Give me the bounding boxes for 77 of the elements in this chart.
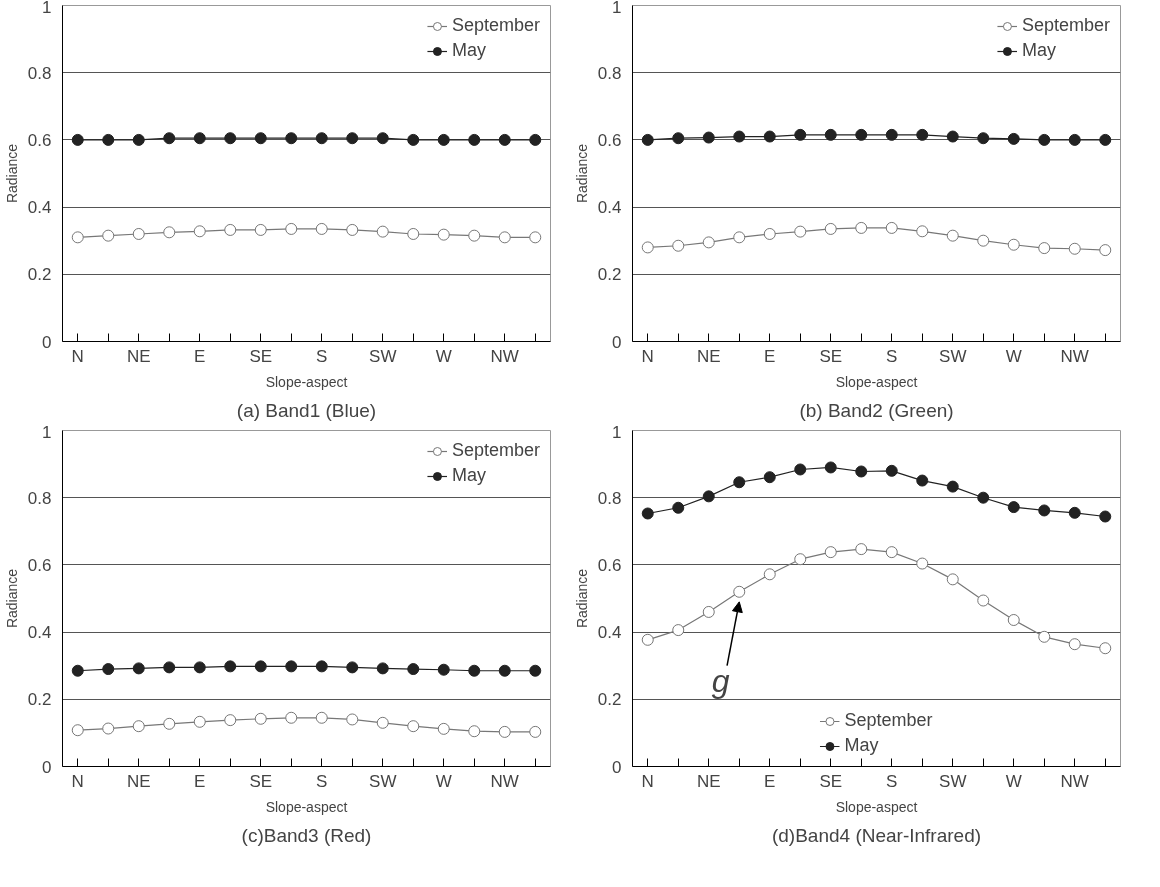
x-tick-label: E: [194, 346, 206, 366]
x-tick-label: NE: [126, 346, 151, 366]
x-tick-label: S: [316, 771, 328, 791]
y-tick-label: 0.8: [27, 63, 52, 83]
x-axis-title: Slope-aspect: [835, 798, 918, 815]
y-tick-label: 0.4: [27, 198, 52, 218]
y-tick-label: 1: [612, 0, 622, 17]
x-tick-label: SE: [249, 771, 273, 791]
x-tick-label: NW: [1060, 346, 1089, 366]
y-tick-label: 0.4: [597, 623, 622, 643]
x-tick-label: N: [641, 771, 654, 791]
x-tick-label: N: [71, 771, 84, 791]
x-tick-label: NE: [696, 346, 721, 366]
x-axis-title: Slope-aspect: [265, 798, 348, 815]
x-tick-label: W: [1005, 346, 1022, 366]
x-tick-label: N: [71, 346, 84, 366]
y-tick-label: 0.4: [597, 198, 622, 218]
x-tick-label: S: [886, 771, 898, 791]
x-tick-label: SW: [939, 346, 967, 366]
legend-label: September: [451, 440, 540, 461]
y-tick-label: 0.8: [597, 488, 622, 508]
x-tick-label: E: [194, 771, 206, 791]
x-tick-label: W: [435, 771, 452, 791]
x-tick-label: E: [764, 346, 776, 366]
annotation: g: [711, 663, 730, 700]
x-tick-label: SE: [819, 771, 843, 791]
text: (b) Band2 (Green): [799, 399, 954, 421]
x-tick-label: E: [764, 771, 776, 791]
y-tick-label: 0.2: [27, 690, 52, 710]
legend-label: May: [451, 40, 486, 61]
x-tick-label: W: [435, 346, 452, 366]
y-tick-label: 1: [612, 422, 622, 442]
x-axis-title: Slope-aspect: [835, 373, 918, 390]
y-tick-label: 0: [42, 757, 52, 777]
y-tick-label: 1: [42, 422, 52, 442]
text: (d)Band4 (Near-Infrared): [771, 824, 982, 846]
x-tick-label: SW: [369, 346, 397, 366]
y-tick-label: 0: [612, 757, 622, 777]
x-tick-label: SE: [249, 346, 273, 366]
y-tick-label: 0.4: [27, 623, 52, 643]
x-tick-label: NW: [490, 346, 519, 366]
y-tick-label: 0.2: [597, 265, 622, 285]
x-tick-label: N: [641, 346, 654, 366]
x-tick-label: SE: [819, 346, 843, 366]
y-tick-label: 0.6: [27, 555, 52, 575]
y-tick-label: 1: [42, 0, 52, 17]
y-axis-title: Radiance: [573, 568, 590, 629]
y-tick-label: 0.8: [597, 63, 622, 83]
y-tick-label: 0.6: [597, 130, 622, 150]
x-tick-label: NW: [1060, 771, 1089, 791]
y-tick-label: 0.6: [27, 130, 52, 150]
y-tick-label: 0.6: [597, 555, 622, 575]
x-tick-label: NW: [490, 771, 519, 791]
y-axis-title: Radiance: [3, 568, 20, 629]
x-tick-label: S: [316, 346, 328, 366]
y-tick-label: 0.8: [27, 488, 52, 508]
legend-label: May: [1021, 40, 1056, 61]
y-tick-label: 0: [612, 332, 622, 352]
legend-label: September: [844, 710, 933, 731]
legend-label: September: [1021, 15, 1110, 36]
text: (c)Band3 (Red): [241, 824, 372, 846]
x-tick-label: W: [1005, 771, 1022, 791]
x-tick-label: SW: [939, 771, 967, 791]
x-tick-label: NE: [126, 771, 151, 791]
x-tick-label: SW: [369, 771, 397, 791]
y-axis-title: Radiance: [573, 143, 590, 204]
x-axis-title: Slope-aspect: [265, 373, 348, 390]
legend-label: September: [451, 15, 540, 36]
x-tick-label: NE: [696, 771, 721, 791]
text: (a) Band1 (Blue): [236, 399, 377, 421]
y-axis-title: Radiance: [3, 143, 20, 204]
legend-label: May: [844, 735, 879, 756]
y-tick-label: 0.2: [597, 690, 622, 710]
x-tick-label: S: [886, 346, 898, 366]
y-tick-label: 0.2: [27, 265, 52, 285]
y-tick-label: 0: [42, 332, 52, 352]
legend-label: May: [451, 465, 486, 486]
